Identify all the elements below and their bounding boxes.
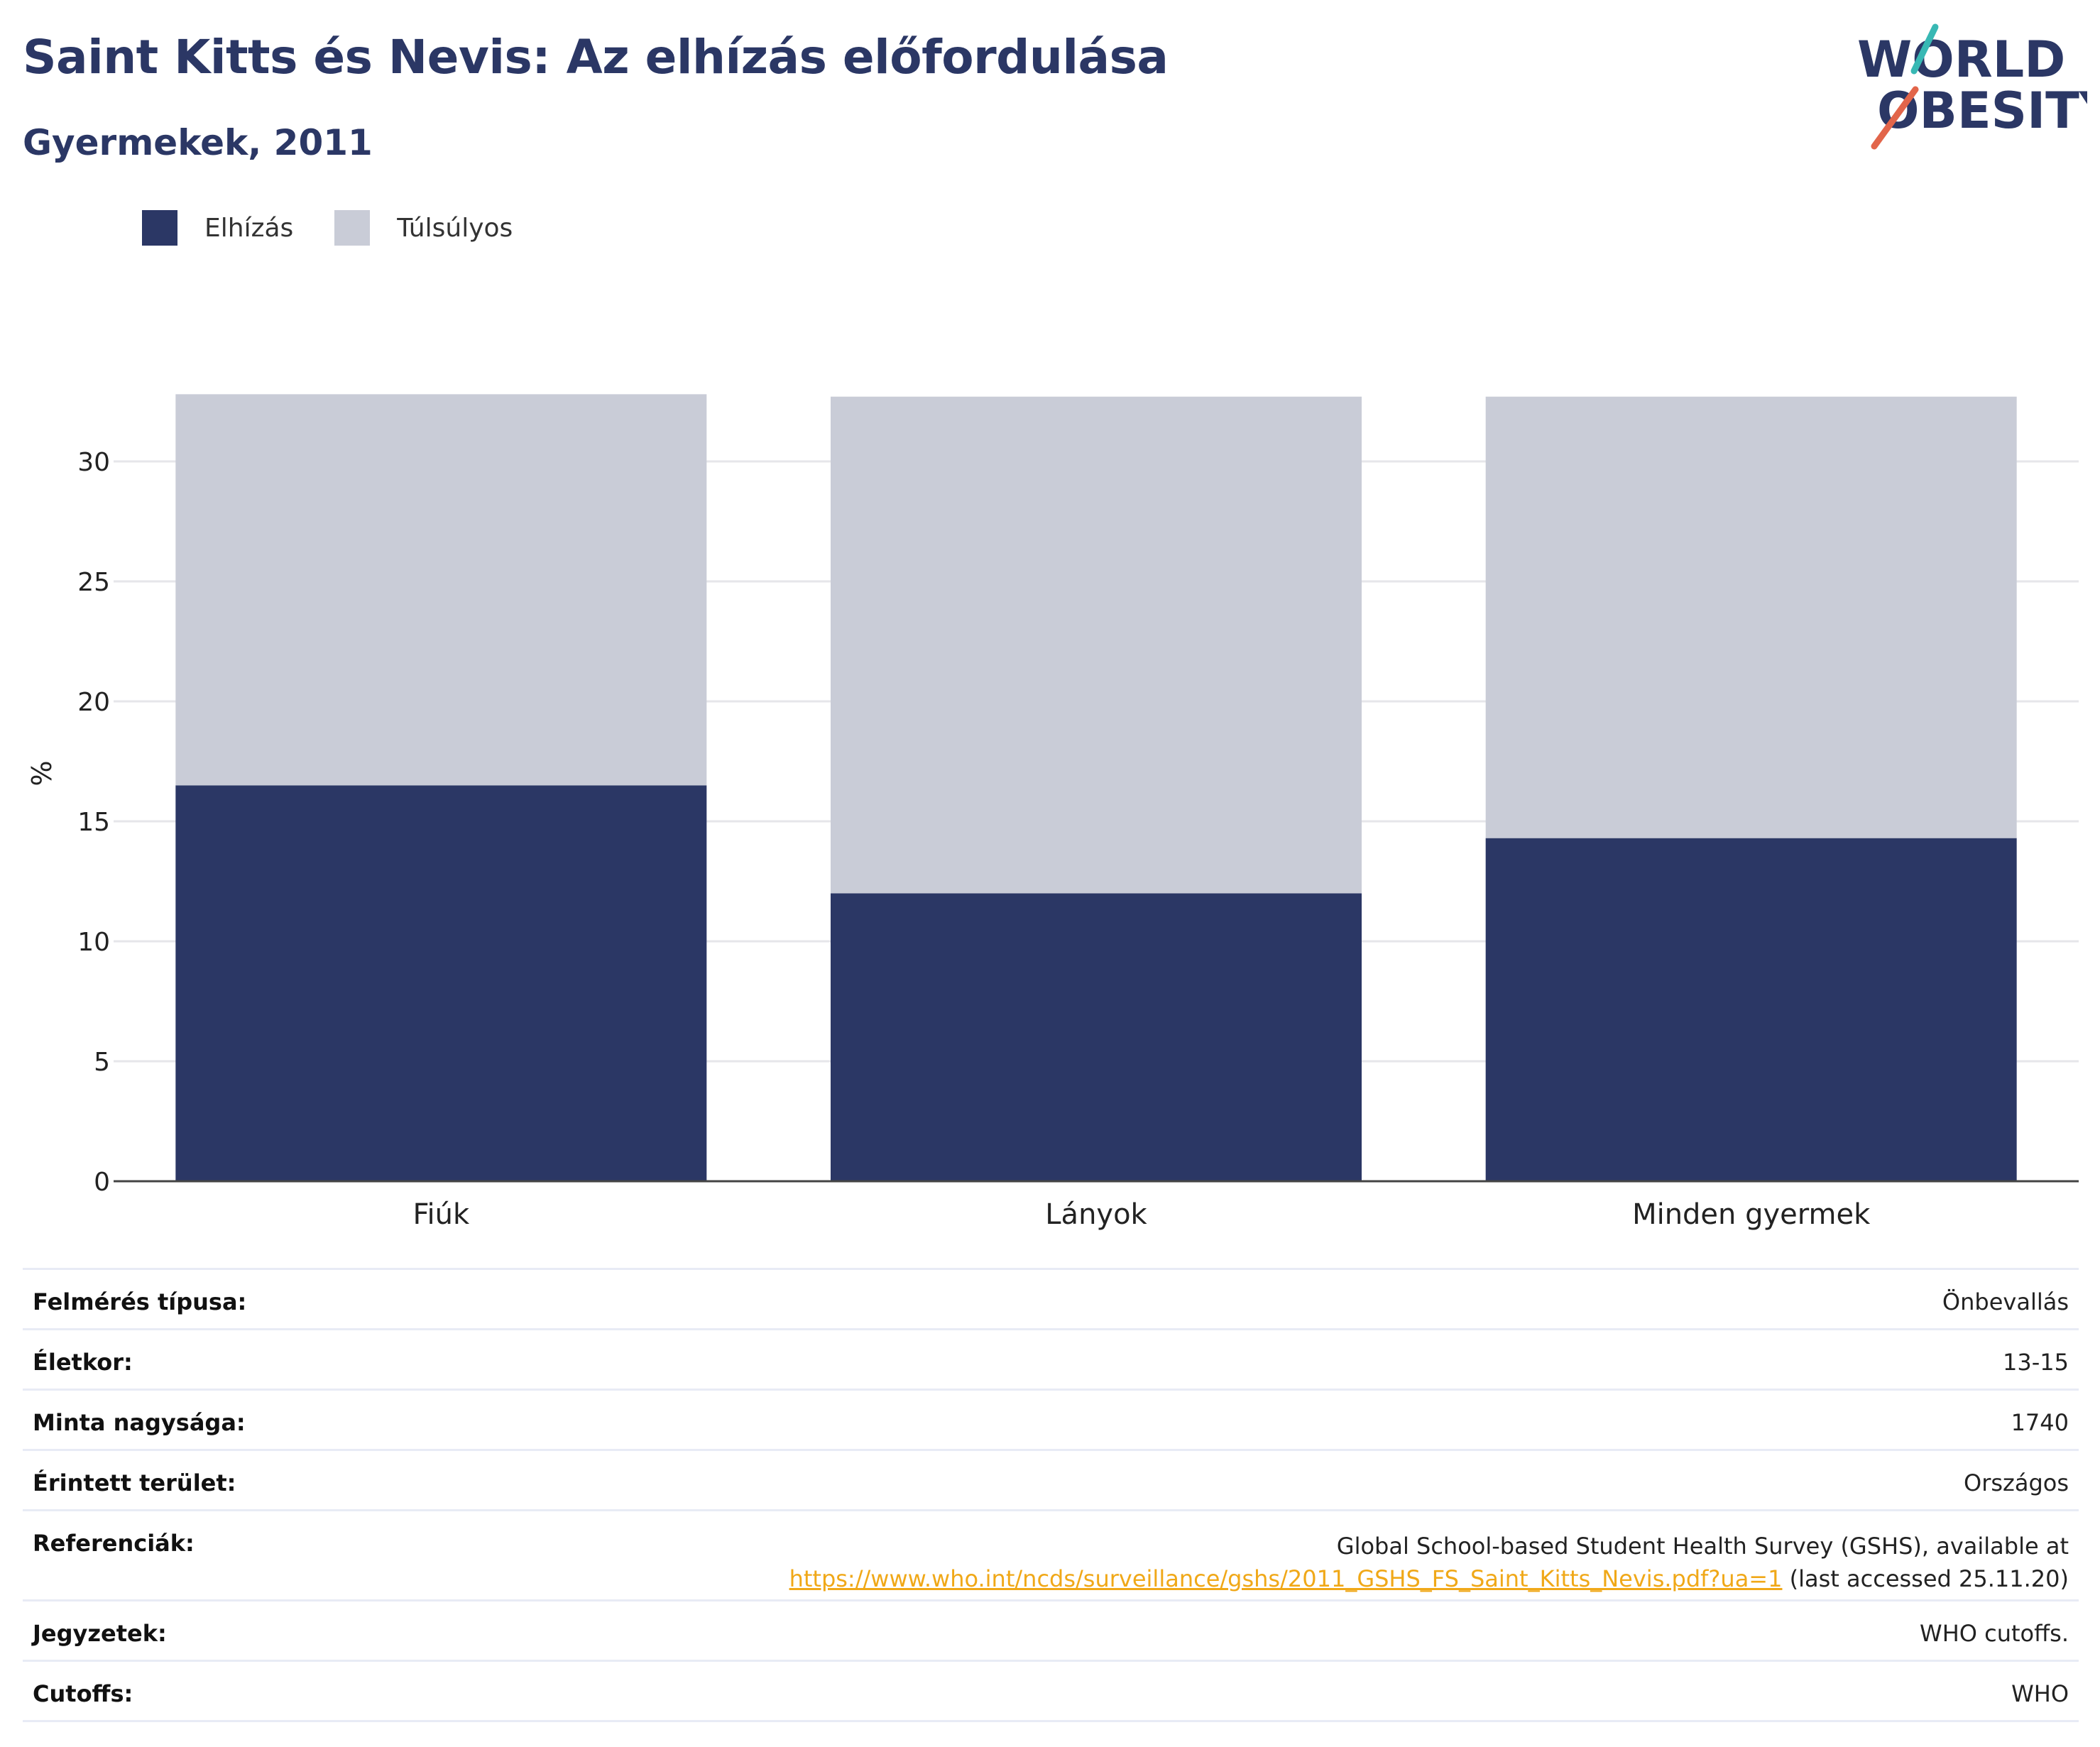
- info-key: Életkor:: [23, 1328, 337, 1390]
- info-value: WHO: [336, 1660, 2079, 1722]
- y-tick-label: 25: [77, 568, 110, 597]
- chart-legend: Elhízás Túlsúlyos: [142, 210, 554, 246]
- x-tick-label: Fiúk: [412, 1198, 470, 1231]
- info-key: Minta nagysága:: [23, 1389, 337, 1450]
- info-row-notes: Jegyzetek: WHO cutoffs.: [23, 1599, 2079, 1661]
- info-row-area: Érintett terület: Országos: [23, 1449, 2079, 1511]
- info-value: WHO cutoffs.: [336, 1599, 2079, 1661]
- info-key: Cutoffs:: [23, 1660, 337, 1722]
- y-axis-label: %: [26, 760, 58, 786]
- info-value: 1740: [336, 1389, 2079, 1450]
- info-key: Referenciák:: [23, 1509, 337, 1601]
- y-tick-label: 5: [94, 1048, 110, 1077]
- legend-swatch-obesity: [142, 210, 177, 246]
- bar-overweight-1: [831, 396, 1362, 894]
- world-obesity-logo: WORLD OBESITY: [1857, 23, 2087, 150]
- reference-text: Global School-based Student Health Surve…: [1336, 1533, 2069, 1560]
- page-subtitle: Gyermekek, 2011: [23, 122, 373, 163]
- info-value: 13-15: [336, 1328, 2079, 1390]
- bar-obesity-1: [831, 893, 1362, 1181]
- info-key: Felmérés típusa:: [23, 1268, 337, 1330]
- x-tick-label: Minden gyermek: [1632, 1198, 1871, 1231]
- info-value: Global School-based Student Health Surve…: [336, 1509, 2079, 1601]
- bar-overweight-0: [175, 394, 707, 786]
- y-tick-label: 0: [94, 1168, 110, 1197]
- reference-link[interactable]: https://www.who.int/ncds/surveillance/gs…: [789, 1565, 1783, 1592]
- bar-overweight-2: [1485, 396, 2017, 838]
- info-key: Érintett terület:: [23, 1449, 337, 1511]
- info-key: Jegyzetek:: [23, 1599, 337, 1661]
- y-tick-label: 10: [77, 928, 110, 957]
- legend-item-obesity: Elhízás: [142, 210, 293, 246]
- bar-obesity-2: [1485, 838, 2017, 1181]
- info-row-cutoffs: Cutoffs: WHO: [23, 1660, 2079, 1722]
- x-tick-label: Lányok: [1045, 1198, 1147, 1231]
- legend-label-overweight: Túlsúlyos: [397, 213, 513, 243]
- info-row-references: Referenciák: Global School-based Student…: [23, 1509, 2079, 1601]
- y-tick-label: 15: [77, 808, 110, 837]
- logo-line1: WORLD: [1857, 31, 2065, 89]
- reference-line2: https://www.who.int/ncds/surveillance/gs…: [346, 1562, 2069, 1595]
- info-value: Önbevallás: [336, 1268, 2079, 1330]
- legend-swatch-overweight: [334, 210, 371, 246]
- info-row-age: Életkor: 13-15: [23, 1328, 2079, 1390]
- survey-info-table: Felmérés típusa: Önbevallás Életkor: 13-…: [23, 1268, 2079, 1722]
- y-tick-label: 30: [77, 448, 110, 477]
- y-tick-label: 20: [77, 688, 110, 717]
- legend-item-overweight: Túlsúlyos: [334, 210, 513, 246]
- legend-label-obesity: Elhízás: [204, 213, 294, 243]
- info-row-sample-size: Minta nagysága: 1740: [23, 1389, 2079, 1450]
- info-row-survey-type: Felmérés típusa: Önbevallás: [23, 1268, 2079, 1330]
- info-value: Országos: [336, 1449, 2079, 1511]
- stacked-bar-chart: 0 5 10 15 20 25 30% Fiúk Lányok Minden gyermek: [26, 394, 2079, 1231]
- reference-suffix: (last accessed 25.11.20): [1782, 1565, 2069, 1592]
- bar-obesity-0: [175, 785, 707, 1181]
- page-title: Saint Kitts és Nevis: Az elhízás előford…: [23, 30, 1169, 84]
- logo-line2: OBESITY: [1877, 82, 2087, 140]
